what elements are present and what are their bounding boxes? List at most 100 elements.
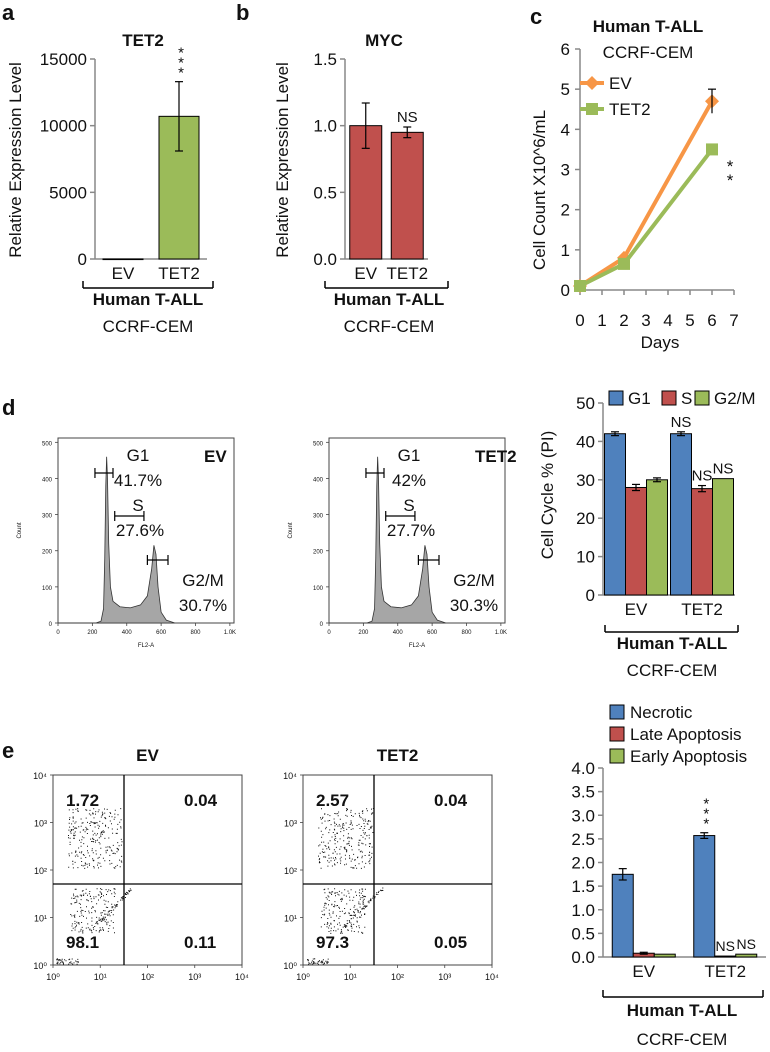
e-bar-ytick-label: 2.5 bbox=[571, 830, 595, 849]
flow-scatter-xtick-label: 10⁰ bbox=[46, 972, 60, 982]
flow-hist-ytick-label: 0 bbox=[49, 622, 53, 628]
chart-d-cell: CCRF-CEM bbox=[627, 661, 718, 680]
flow-scatter-ytick-label: 10³ bbox=[34, 819, 47, 829]
a-significance: * bbox=[178, 65, 184, 82]
chart-c-ytick-label: 4 bbox=[561, 120, 570, 139]
chart-e-legend-swatch bbox=[609, 726, 625, 742]
flow-g2m-value: 30.7% bbox=[179, 596, 227, 615]
chart-c-legend-label: EV bbox=[609, 74, 632, 93]
flow-hist-ytick-label: 400 bbox=[313, 477, 324, 483]
flow-s-value: 27.7% bbox=[387, 521, 435, 540]
panel-e-flow: EV 10⁰ 10¹ 10² 10³ 10⁴ 10⁰ 10¹ 10² 10³ 10⁴ 1.72 0.04… bbox=[33, 746, 499, 982]
flow-scatter-xtick-label: 10² bbox=[141, 972, 154, 982]
flow-quadrant-ul: 1.72 bbox=[66, 791, 99, 810]
d-bar-ytick-label: 40 bbox=[576, 432, 595, 451]
chart-c-ytick-label: 5 bbox=[561, 80, 570, 99]
d-bar-xtick-label: TET2 bbox=[681, 600, 723, 619]
d-bar-ytick-label: 20 bbox=[576, 509, 595, 528]
flow-scatter-dots bbox=[56, 808, 132, 965]
flow-hist-ylabel: Count bbox=[17, 522, 23, 538]
chart-c-xtick-label: 4 bbox=[663, 311, 672, 330]
a-significance: * bbox=[178, 55, 184, 72]
chart-e-legend-swatch bbox=[609, 748, 625, 764]
flow-quadrant-lr: 0.05 bbox=[434, 933, 467, 952]
d-bar-bar bbox=[625, 486, 647, 596]
chart-c-xtick-label: 1 bbox=[597, 311, 606, 330]
b-ytick-label: 1.5 bbox=[313, 50, 337, 69]
flow-hist-ytick-label: 300 bbox=[313, 514, 324, 520]
chart-d-legend-swatch bbox=[661, 390, 677, 406]
d-bar-bar bbox=[712, 478, 734, 596]
e-bar-significance: * bbox=[703, 796, 709, 813]
d-bar-ytick-label: 10 bbox=[576, 548, 595, 567]
flow-scatter-xtick-label: 10¹ bbox=[94, 972, 107, 982]
flow-scatter-ytick-label: 10⁴ bbox=[283, 771, 297, 781]
flow-s-label: S bbox=[132, 496, 143, 515]
flow-s-value: 27.6% bbox=[116, 521, 164, 540]
e-bar-ytick-label: 4.0 bbox=[571, 759, 595, 778]
flow-hist-curve bbox=[329, 456, 447, 624]
flow-hist-xtick-label: 0 bbox=[327, 630, 331, 636]
flow-quadrant-ur: 0.04 bbox=[184, 791, 218, 810]
d-bar-bar bbox=[646, 479, 668, 596]
chart-e-group: Human T-ALL bbox=[627, 1001, 738, 1020]
panel-label-c: c bbox=[530, 4, 542, 29]
e-bar-bar bbox=[653, 953, 676, 958]
flow-scatter-xtick-label: 10⁰ bbox=[296, 972, 310, 982]
flow-scatter-title: TET2 bbox=[377, 746, 419, 765]
flow-scatter-xtick-label: 10⁴ bbox=[235, 972, 249, 982]
chart-d-group: Human T-ALL bbox=[617, 634, 728, 653]
flow-s-label: S bbox=[403, 496, 414, 515]
chart-c-xtick-label: 2 bbox=[619, 311, 628, 330]
flow-scatter-xtick-label: 10¹ bbox=[344, 972, 357, 982]
flow-hist-xtick-label: 1.0K bbox=[224, 630, 236, 636]
d-bar-bar bbox=[604, 433, 626, 596]
e-bar-ytick-label: 1.5 bbox=[571, 877, 595, 896]
e-bar-ytick-label: 2.0 bbox=[571, 854, 595, 873]
flow-quadrant-ul: 2.57 bbox=[316, 791, 349, 810]
panel-label-b: b bbox=[236, 0, 249, 25]
chart-c-ytick-label: 0 bbox=[561, 281, 570, 300]
flow-scatter-ytick-label: 10⁰ bbox=[33, 961, 47, 971]
chart-a-cell: CCRF-CEM bbox=[103, 317, 194, 336]
chart-c-significance: * bbox=[727, 157, 734, 176]
chart-d-ylabel: Cell Cycle % (PI) bbox=[538, 431, 557, 559]
flow-g2m-value: 30.3% bbox=[450, 596, 498, 615]
flow-g1-label: G1 bbox=[398, 446, 421, 465]
flow-quadrant-ll: 97.3 bbox=[316, 933, 349, 952]
flow-hist-ytick-label: 100 bbox=[42, 586, 53, 592]
chart-b-group: Human T-ALL bbox=[334, 290, 445, 309]
flow-hist-ytick-label: 500 bbox=[42, 441, 53, 447]
d-bar-significance: NS bbox=[713, 461, 734, 478]
flow-hist-xtick-label: 600 bbox=[156, 630, 167, 636]
flow-scatter-xtick-label: 10³ bbox=[188, 972, 201, 982]
flow-g1-label: G1 bbox=[127, 446, 150, 465]
flow-g1-value: 42% bbox=[392, 471, 426, 490]
flow-scatter-xtick-label: 10⁴ bbox=[485, 972, 499, 982]
e-bar-bar bbox=[693, 835, 716, 958]
flow-scatter-xtick-label: 10² bbox=[391, 972, 404, 982]
flow-hist-xtick-label: 600 bbox=[427, 630, 438, 636]
e-bar-significance: NS bbox=[737, 936, 756, 952]
flow-hist-xtick-label: 200 bbox=[87, 630, 98, 636]
chart-b-ylabel: Relative Expression Level bbox=[273, 62, 292, 258]
flow-hist-xtick-label: 800 bbox=[461, 630, 472, 636]
chart-e-legend-swatch bbox=[609, 704, 625, 720]
flow-hist-ylabel: Count bbox=[288, 522, 294, 538]
e-bar-xtick-label: TET2 bbox=[704, 962, 746, 981]
d-bar-bar bbox=[691, 488, 713, 596]
chart-c-ytick-label: 2 bbox=[561, 201, 570, 220]
e-bar-ytick-label: 3.5 bbox=[571, 783, 595, 802]
flow-hist-xtick-label: 800 bbox=[190, 630, 201, 636]
d-bar-bar bbox=[670, 433, 692, 596]
flow-scatter-xtick-label: 10³ bbox=[438, 972, 451, 982]
chart-d-legend-label: G2/M bbox=[714, 389, 756, 408]
chart-c-legend-marker bbox=[585, 76, 599, 90]
flow-hist-xtick-label: 1.0K bbox=[495, 630, 507, 636]
chart-c-point bbox=[574, 279, 586, 292]
b-bar bbox=[390, 131, 424, 260]
chart-b: MYC Relative Expression Level 0.0 0.5 1.0 1… bbox=[273, 31, 449, 336]
a-xtick-label: EV bbox=[112, 264, 135, 283]
chart-c-series-line bbox=[578, 100, 714, 288]
panel-label-d: d bbox=[2, 395, 15, 420]
